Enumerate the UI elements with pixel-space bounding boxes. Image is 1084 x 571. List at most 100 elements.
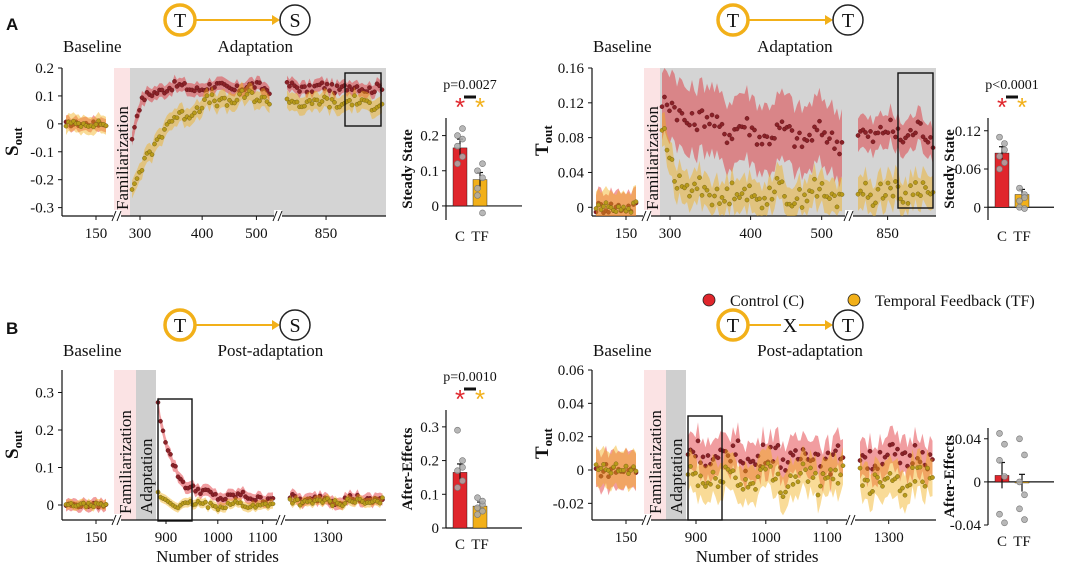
tf-point (242, 95, 247, 100)
tf-point (798, 470, 803, 476)
axis-break-gap (113, 514, 121, 526)
tf-point (865, 478, 870, 483)
bar-subject-point (1021, 491, 1028, 499)
tf-point (223, 505, 228, 511)
tf-point (782, 193, 787, 199)
tf-point (920, 180, 926, 185)
tf-point (598, 207, 604, 213)
control-point (163, 440, 168, 445)
control-point (149, 93, 155, 99)
tf-point (873, 200, 878, 206)
series-band-control (688, 422, 843, 494)
tf-point (925, 465, 930, 471)
highlight-box (897, 72, 934, 209)
control-point (690, 449, 696, 455)
tf-point (139, 168, 145, 173)
bar-y-tick-label: -0.04 (950, 518, 982, 534)
control-point (727, 132, 732, 138)
axis-break-mark (848, 210, 854, 222)
control-point (700, 454, 706, 460)
tf-point (611, 464, 616, 470)
tf-point (237, 91, 242, 97)
bar-y-tick-label: 0.1 (420, 487, 439, 503)
control-point (327, 88, 332, 93)
diagram-target-label: T (842, 315, 854, 337)
tf-point (750, 480, 756, 486)
control-point (900, 139, 906, 145)
significance-star: * (475, 384, 485, 414)
tf-point (78, 124, 84, 129)
control-point (755, 453, 761, 459)
control-point (865, 134, 871, 139)
bar-y-axis-label: Steady State (942, 129, 958, 209)
adaptation-band (666, 370, 686, 520)
control-point (705, 453, 711, 458)
adaptation-band (136, 370, 156, 520)
tf-point (129, 187, 135, 192)
axis-break-mark (646, 210, 652, 222)
tf-point (708, 481, 713, 487)
tf-point (883, 193, 888, 198)
control-point (815, 452, 821, 457)
tf-point (314, 97, 320, 103)
control-point (757, 134, 762, 140)
panel-letter-b: B (6, 319, 18, 338)
diagram-target-node (279, 4, 311, 36)
tf-point (930, 475, 935, 480)
tf-point (197, 109, 202, 115)
control-point (337, 87, 342, 92)
control-point (332, 90, 337, 96)
phase-label-baseline: Baseline (63, 37, 122, 56)
tf-point (738, 482, 743, 487)
tf-point (810, 475, 816, 481)
control-point (905, 463, 910, 469)
tf-point (674, 185, 680, 191)
tf-point (699, 192, 705, 198)
x-axis-label: Number of strides (156, 547, 279, 566)
control-point (699, 108, 705, 113)
control-point (742, 125, 747, 130)
control-point (334, 83, 340, 88)
tf-point (902, 492, 908, 498)
highlight-box (157, 398, 193, 522)
panel-a-right: T T Baseline Adaptation Familiarization 0.16 0… (532, 3, 1054, 245)
tf-point (739, 191, 745, 196)
tf-point (913, 180, 918, 185)
tf-point (744, 197, 750, 203)
tf-point (700, 480, 706, 486)
control-point (833, 448, 838, 454)
control-point (730, 443, 736, 449)
tf-point (142, 155, 147, 161)
tf-point (194, 105, 200, 110)
x-tick-label: 1100 (812, 530, 841, 546)
tf-point (695, 483, 701, 489)
bar-y-axis-label: After-Effects (400, 427, 416, 510)
tf-point (775, 471, 781, 477)
x-tick-label: 900 (685, 530, 708, 546)
control-point (817, 118, 822, 124)
tf-point (767, 185, 772, 191)
bar-subject-point (1016, 184, 1023, 192)
tf-point (707, 192, 712, 198)
control-point (917, 459, 923, 465)
tf-point (621, 467, 626, 473)
y-tick-label: -0.2 (30, 173, 54, 189)
tf-point (804, 198, 810, 204)
tf-point (885, 475, 890, 481)
familiarization-band (644, 68, 660, 216)
control-point (712, 123, 717, 129)
tf-point (224, 103, 230, 108)
tf-point (687, 193, 692, 199)
control-point (875, 466, 880, 472)
control-point (329, 82, 335, 87)
bar-y-tick-label: 0.04 (955, 432, 982, 448)
bar-subject-point (454, 426, 461, 434)
control-point (722, 131, 727, 137)
familiarization-band (644, 370, 666, 520)
control-point (249, 81, 255, 86)
control-point (890, 129, 896, 134)
control-point (692, 122, 697, 127)
x-tick-label: 850 (876, 226, 899, 242)
bar-subject-point (1021, 516, 1028, 523)
bar-y-tick-label: 0.1 (420, 164, 439, 180)
